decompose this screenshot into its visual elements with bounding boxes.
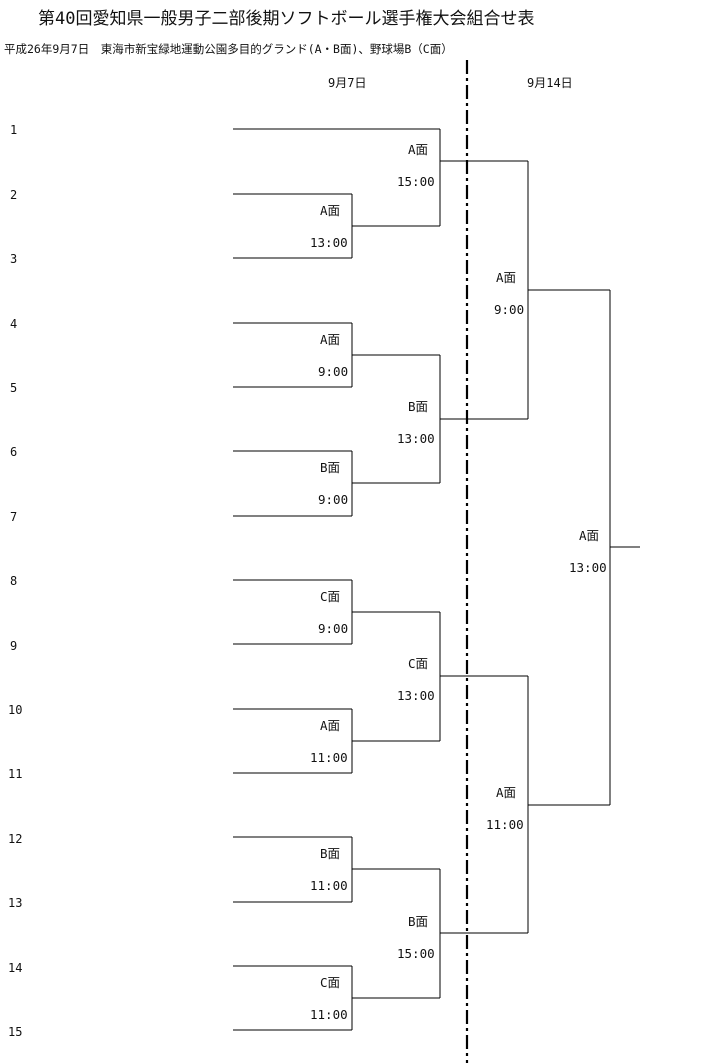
- seed-list: 1 2 3 4 5 6 7 8 9 10 11 12 13 14 15: [8, 123, 22, 1039]
- match-time: 15:00: [397, 946, 435, 961]
- seed-number: 7: [10, 510, 17, 524]
- seed-number: 12: [8, 832, 22, 846]
- seed-number: 15: [8, 1025, 22, 1039]
- seed-number: 13: [8, 896, 22, 910]
- seed-number: 5: [10, 381, 17, 395]
- match-court: A面: [320, 718, 340, 733]
- match-time: 11:00: [486, 817, 524, 832]
- bracket-lines: [233, 128, 640, 1031]
- seed-number: 10: [8, 703, 22, 717]
- date-day1: 9月7日: [328, 76, 366, 90]
- match-court: A面: [408, 142, 428, 157]
- match-time: 9:00: [318, 492, 348, 507]
- match-time: 13:00: [397, 688, 435, 703]
- match-court: C面: [320, 589, 340, 604]
- match-labels: A面 13:00 A面 9:00 B面 9:00 C面 9:00 A面 11:0…: [310, 142, 607, 1022]
- seed-number: 8: [10, 574, 17, 588]
- seed-number: 1: [10, 123, 17, 137]
- match-time: 15:00: [397, 174, 435, 189]
- match-time: 11:00: [310, 750, 348, 765]
- match-court: B面: [320, 846, 340, 861]
- match-court: C面: [320, 975, 340, 990]
- match-time: 9:00: [318, 364, 348, 379]
- match-court: A面: [320, 203, 340, 218]
- seed-number: 11: [8, 767, 22, 781]
- seed-number: 3: [10, 252, 17, 266]
- match-time: 9:00: [494, 302, 524, 317]
- seed-number: 14: [8, 961, 22, 975]
- match-court: B面: [408, 914, 428, 929]
- match-court: A面: [496, 785, 516, 800]
- match-court: A面: [320, 332, 340, 347]
- match-court: B面: [408, 399, 428, 414]
- seed-number: 6: [10, 445, 17, 459]
- page-title: 第40回愛知県一般男子二部後期ソフトボール選手権大会組合せ表: [38, 9, 534, 29]
- match-court: A面: [496, 270, 516, 285]
- seed-number: 4: [10, 317, 17, 331]
- match-court: A面: [579, 528, 599, 543]
- match-court: B面: [320, 460, 340, 475]
- match-court: C面: [408, 656, 428, 671]
- match-time: 13:00: [397, 431, 435, 446]
- match-time: 13:00: [310, 235, 348, 250]
- match-time: 11:00: [310, 1007, 348, 1022]
- match-time: 13:00: [569, 560, 607, 575]
- seed-number: 9: [10, 639, 17, 653]
- venue-subtitle: 平成26年9月7日 東海市新宝緑地運動公園多目的グランド(A・B面)、野球場B（…: [4, 42, 453, 56]
- seed-number: 2: [10, 188, 17, 202]
- match-time: 9:00: [318, 621, 348, 636]
- date-day2: 9月14日: [527, 76, 573, 90]
- match-time: 11:00: [310, 878, 348, 893]
